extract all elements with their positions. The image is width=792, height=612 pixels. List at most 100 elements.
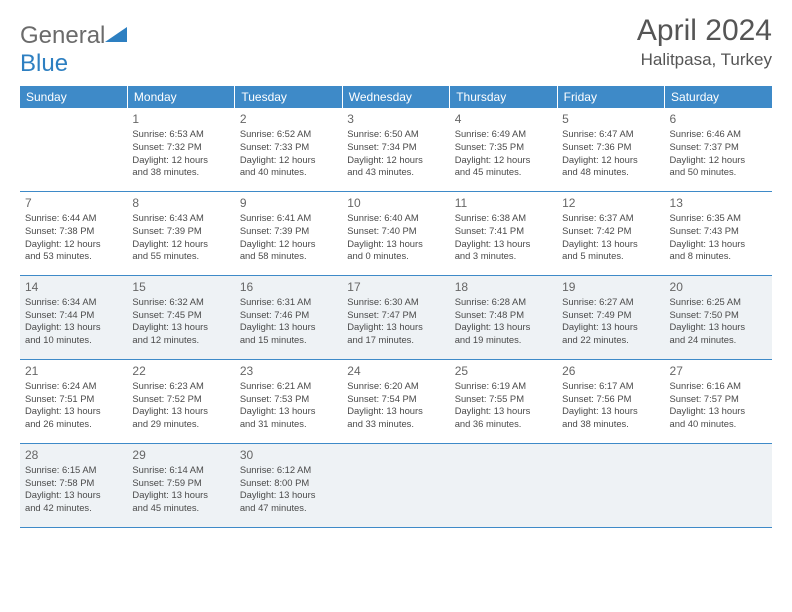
daylight-line-2: and 24 minutes. xyxy=(670,334,767,347)
day-cell: 8Sunrise: 6:43 AMSunset: 7:39 PMDaylight… xyxy=(127,191,234,275)
week-row: 1Sunrise: 6:53 AMSunset: 7:32 PMDaylight… xyxy=(20,108,772,191)
sunrise-line: Sunrise: 6:12 AM xyxy=(240,464,337,477)
daylight-line-1: Daylight: 13 hours xyxy=(455,405,552,418)
daylight-line-2: and 38 minutes. xyxy=(562,418,659,431)
sunset-line: Sunset: 7:40 PM xyxy=(347,225,444,238)
sunrise-line: Sunrise: 6:16 AM xyxy=(670,380,767,393)
daylight-line-1: Daylight: 12 hours xyxy=(132,154,229,167)
day-cell: 19Sunrise: 6:27 AMSunset: 7:49 PMDayligh… xyxy=(557,275,664,359)
column-header: Saturday xyxy=(665,86,772,108)
day-number: 11 xyxy=(455,195,552,211)
daylight-line-2: and 19 minutes. xyxy=(455,334,552,347)
day-number: 9 xyxy=(240,195,337,211)
calendar-page: GeneralBlue April 2024 Halitpasa, Turkey… xyxy=(0,0,792,542)
sunset-line: Sunset: 7:46 PM xyxy=(240,309,337,322)
day-number: 18 xyxy=(455,279,552,295)
sunset-line: Sunset: 7:32 PM xyxy=(132,141,229,154)
day-number: 29 xyxy=(132,447,229,463)
sunrise-line: Sunrise: 6:17 AM xyxy=(562,380,659,393)
day-cell xyxy=(450,443,557,527)
day-number: 26 xyxy=(562,363,659,379)
daylight-line-2: and 55 minutes. xyxy=(132,250,229,263)
daylight-line-1: Daylight: 13 hours xyxy=(562,321,659,334)
week-row: 14Sunrise: 6:34 AMSunset: 7:44 PMDayligh… xyxy=(20,275,772,359)
daylight-line-1: Daylight: 13 hours xyxy=(347,321,444,334)
column-header: Wednesday xyxy=(342,86,449,108)
day-cell: 25Sunrise: 6:19 AMSunset: 7:55 PMDayligh… xyxy=(450,359,557,443)
sunrise-line: Sunrise: 6:49 AM xyxy=(455,128,552,141)
sunset-line: Sunset: 7:35 PM xyxy=(455,141,552,154)
day-number: 27 xyxy=(670,363,767,379)
sunset-line: Sunset: 7:58 PM xyxy=(25,477,122,490)
daylight-line-1: Daylight: 13 hours xyxy=(562,405,659,418)
daylight-line-2: and 5 minutes. xyxy=(562,250,659,263)
day-cell xyxy=(342,443,449,527)
sunset-line: Sunset: 7:47 PM xyxy=(347,309,444,322)
day-number: 2 xyxy=(240,111,337,127)
daylight-line-1: Daylight: 13 hours xyxy=(240,489,337,502)
day-cell: 24Sunrise: 6:20 AMSunset: 7:54 PMDayligh… xyxy=(342,359,449,443)
daylight-line-1: Daylight: 13 hours xyxy=(240,405,337,418)
day-cell: 2Sunrise: 6:52 AMSunset: 7:33 PMDaylight… xyxy=(235,108,342,191)
daylight-line-2: and 26 minutes. xyxy=(25,418,122,431)
week-row: 7Sunrise: 6:44 AMSunset: 7:38 PMDaylight… xyxy=(20,191,772,275)
logo-part2: Blue xyxy=(20,50,68,77)
day-cell xyxy=(20,108,127,191)
day-number: 30 xyxy=(240,447,337,463)
sunset-line: Sunset: 7:56 PM xyxy=(562,393,659,406)
day-cell: 4Sunrise: 6:49 AMSunset: 7:35 PMDaylight… xyxy=(450,108,557,191)
calendar-header-row: SundayMondayTuesdayWednesdayThursdayFrid… xyxy=(20,86,772,108)
sunrise-line: Sunrise: 6:21 AM xyxy=(240,380,337,393)
sunrise-line: Sunrise: 6:24 AM xyxy=(25,380,122,393)
day-cell: 9Sunrise: 6:41 AMSunset: 7:39 PMDaylight… xyxy=(235,191,342,275)
day-cell: 3Sunrise: 6:50 AMSunset: 7:34 PMDaylight… xyxy=(342,108,449,191)
sunset-line: Sunset: 7:53 PM xyxy=(240,393,337,406)
sunrise-line: Sunrise: 6:31 AM xyxy=(240,296,337,309)
logo: GeneralBlue xyxy=(20,14,127,78)
sunset-line: Sunset: 7:36 PM xyxy=(562,141,659,154)
day-number: 7 xyxy=(25,195,122,211)
daylight-line-2: and 15 minutes. xyxy=(240,334,337,347)
day-number: 25 xyxy=(455,363,552,379)
daylight-line-1: Daylight: 13 hours xyxy=(25,321,122,334)
sunrise-line: Sunrise: 6:32 AM xyxy=(132,296,229,309)
title-block: April 2024 Halitpasa, Turkey xyxy=(637,14,772,70)
sunrise-line: Sunrise: 6:52 AM xyxy=(240,128,337,141)
daylight-line-2: and 36 minutes. xyxy=(455,418,552,431)
daylight-line-1: Daylight: 12 hours xyxy=(347,154,444,167)
sunset-line: Sunset: 7:34 PM xyxy=(347,141,444,154)
day-number: 21 xyxy=(25,363,122,379)
sunrise-line: Sunrise: 6:28 AM xyxy=(455,296,552,309)
day-number: 6 xyxy=(670,111,767,127)
daylight-line-2: and 10 minutes. xyxy=(25,334,122,347)
sunset-line: Sunset: 7:52 PM xyxy=(132,393,229,406)
day-cell: 15Sunrise: 6:32 AMSunset: 7:45 PMDayligh… xyxy=(127,275,234,359)
column-header: Monday xyxy=(127,86,234,108)
calendar-table: SundayMondayTuesdayWednesdayThursdayFrid… xyxy=(20,86,772,528)
day-cell: 7Sunrise: 6:44 AMSunset: 7:38 PMDaylight… xyxy=(20,191,127,275)
daylight-line-2: and 47 minutes. xyxy=(240,502,337,515)
column-header: Friday xyxy=(557,86,664,108)
day-number: 13 xyxy=(670,195,767,211)
sunset-line: Sunset: 7:49 PM xyxy=(562,309,659,322)
calendar-body: 1Sunrise: 6:53 AMSunset: 7:32 PMDaylight… xyxy=(20,108,772,527)
daylight-line-2: and 45 minutes. xyxy=(455,166,552,179)
daylight-line-2: and 50 minutes. xyxy=(670,166,767,179)
daylight-line-1: Daylight: 13 hours xyxy=(670,321,767,334)
sunrise-line: Sunrise: 6:43 AM xyxy=(132,212,229,225)
sunset-line: Sunset: 7:42 PM xyxy=(562,225,659,238)
daylight-line-1: Daylight: 13 hours xyxy=(347,405,444,418)
header: GeneralBlue April 2024 Halitpasa, Turkey xyxy=(20,14,772,78)
day-cell: 18Sunrise: 6:28 AMSunset: 7:48 PMDayligh… xyxy=(450,275,557,359)
day-number: 1 xyxy=(132,111,229,127)
daylight-line-2: and 12 minutes. xyxy=(132,334,229,347)
logo-triangle-icon xyxy=(105,25,127,43)
day-number: 5 xyxy=(562,111,659,127)
sunrise-line: Sunrise: 6:53 AM xyxy=(132,128,229,141)
day-number: 15 xyxy=(132,279,229,295)
daylight-line-1: Daylight: 12 hours xyxy=(25,238,122,251)
day-cell: 6Sunrise: 6:46 AMSunset: 7:37 PMDaylight… xyxy=(665,108,772,191)
daylight-line-1: Daylight: 12 hours xyxy=(240,238,337,251)
daylight-line-1: Daylight: 13 hours xyxy=(562,238,659,251)
day-cell: 28Sunrise: 6:15 AMSunset: 7:58 PMDayligh… xyxy=(20,443,127,527)
